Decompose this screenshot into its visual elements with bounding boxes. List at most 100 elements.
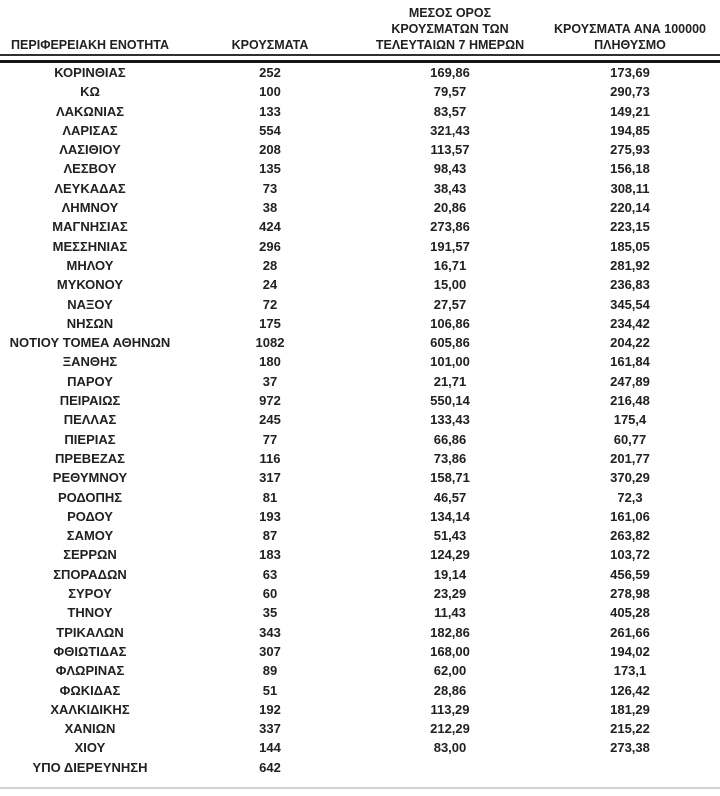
region-cell: ΣΕΡΡΩΝ bbox=[63, 547, 117, 563]
avg7day-cell: 11,43 bbox=[434, 605, 466, 621]
avg7day-cell: 191,57 bbox=[430, 238, 470, 254]
per100k-cell: 194,02 bbox=[610, 643, 650, 659]
avg7day-cell: 273,86 bbox=[430, 219, 470, 235]
region-cell: ΝΟΤΙΟΥ ΤΟΜΕΑ ΑΘΗΝΩΝ bbox=[9, 335, 171, 351]
avg7day-cell: 169,86 bbox=[430, 65, 470, 80]
avg7day-cell: 51,43 bbox=[433, 528, 467, 544]
per100k-cell: 175,4 bbox=[613, 412, 647, 428]
avg7day-cell: 182,86 bbox=[430, 624, 470, 640]
avg7day-cell: 321,43 bbox=[430, 122, 470, 138]
table-row: ΛΑΚΩΝΙΑΣ 133 83,57 149,21 bbox=[0, 102, 720, 121]
region-cell: ΤΡΙΚΑΛΩΝ bbox=[56, 624, 124, 640]
per100k-cell: 273,38 bbox=[610, 740, 650, 756]
cases-cell: 192 bbox=[259, 701, 281, 717]
table-header-row: ΠΕΡΙΦΕΡΕΙΑΚΗ ΕΝΟΤΗΤΑ ΚΡΟΥΣΜΑΤΑ ΜΕΣΟΣ ΟΡΟΣ Κ… bbox=[0, 0, 720, 56]
per100k-cell: 126,42 bbox=[610, 682, 650, 698]
column-header-line: ΚΡΟΥΣΜΑΤΑ bbox=[231, 38, 309, 52]
table-row: ΜΑΓΝΗΣΙΑΣ 424 273,86 223,15 bbox=[0, 217, 720, 236]
table-row: ΣΠΟΡΑΔΩΝ 63 19,14 456,59 bbox=[0, 565, 720, 584]
table-row: ΚΩ 100 79,57 290,73 bbox=[0, 82, 720, 101]
per100k-cell: 405,28 bbox=[610, 605, 650, 621]
per100k-cell: 60,77 bbox=[613, 431, 647, 447]
region-cell: ΡΟΔΟΥ bbox=[67, 508, 113, 524]
column-header-line: ΠΕΡΙΦΕΡΕΙΑΚΗ ΕΝΟΤΗΤΑ bbox=[11, 38, 169, 52]
table-row: ΛΑΣΙΘΙΟΥ 208 113,57 275,93 bbox=[0, 140, 720, 159]
avg7day-cell: 134,14 bbox=[430, 508, 470, 524]
cases-cell: 73 bbox=[262, 180, 278, 196]
avg7day-cell: 66,86 bbox=[433, 431, 467, 447]
avg7day-cell: 15,00 bbox=[433, 277, 467, 293]
cases-cell: 175 bbox=[259, 315, 281, 331]
per100k-cell: 103,72 bbox=[610, 547, 650, 563]
table-row: ΛΕΥΚΑΔΑΣ 73 38,43 308,11 bbox=[0, 179, 720, 198]
column-header-line: ΠΛΗΘΥΣΜΟ bbox=[594, 38, 666, 52]
table-row: ΞΑΝΘΗΣ 180 101,00 161,84 bbox=[0, 352, 720, 371]
column-header-line: ΤΕΛΕΥΤΑΙΩΝ 7 ΗΜΕΡΩΝ bbox=[375, 38, 525, 52]
table-row: ΝΑΞΟΥ 72 27,57 345,54 bbox=[0, 295, 720, 314]
region-cell: ΝΑΞΟΥ bbox=[67, 296, 113, 312]
table-row: ΠΙΕΡΙΑΣ 77 66,86 60,77 bbox=[0, 430, 720, 449]
avg7day-cell: 20,86 bbox=[433, 200, 467, 216]
avg7day-cell: 38,43 bbox=[433, 180, 467, 196]
cases-cell: 245 bbox=[259, 412, 281, 428]
per100k-cell: 72,3 bbox=[617, 489, 643, 505]
region-cell: ΛΕΥΚΑΔΑΣ bbox=[54, 180, 126, 196]
cases-cell: 337 bbox=[259, 721, 281, 737]
region-cell: ΣΠΟΡΑΔΩΝ bbox=[53, 566, 127, 582]
per100k-cell: 290,73 bbox=[610, 84, 650, 100]
per100k-cell: 275,93 bbox=[610, 142, 650, 158]
per100k-cell: 181,29 bbox=[610, 701, 650, 717]
column-header-line: ΜΕΣΟΣ ΟΡΟΣ bbox=[408, 6, 492, 20]
per100k-cell: 370,29 bbox=[610, 470, 650, 486]
cases-cell: 116 bbox=[259, 450, 281, 466]
cases-cell: 252 bbox=[259, 65, 281, 80]
cases-cell: 343 bbox=[259, 624, 281, 640]
cases-cell: 100 bbox=[259, 84, 281, 100]
per100k-cell: 261,66 bbox=[610, 624, 650, 640]
region-cell: ΦΩΚΙΔΑΣ bbox=[59, 682, 121, 698]
cases-cell: 180 bbox=[259, 354, 281, 370]
table-row: ΣΕΡΡΩΝ 183 124,29 103,72 bbox=[0, 545, 720, 564]
cases-cell: 972 bbox=[259, 393, 281, 409]
per100k-cell: 204,22 bbox=[610, 335, 650, 351]
table-row: ΠΡΕΒΕΖΑΣ 116 73,86 201,77 bbox=[0, 449, 720, 468]
avg7day-cell bbox=[360, 758, 540, 777]
cases-cell: 38 bbox=[262, 200, 278, 216]
cases-cell: 35 bbox=[262, 605, 278, 621]
region-cell: ΛΑΚΩΝΙΑΣ bbox=[55, 103, 125, 119]
region-cell: ΠΡΕΒΕΖΑΣ bbox=[55, 450, 125, 466]
region-cell: ΠΕΛΛΑΣ bbox=[63, 412, 117, 428]
table-row: ΧΙΟΥ 144 83,00 273,38 bbox=[0, 738, 720, 757]
avg7day-cell: 106,86 bbox=[430, 315, 470, 331]
avg7day-cell: 113,57 bbox=[430, 142, 470, 158]
per100k-cell: 215,22 bbox=[610, 721, 650, 737]
column-header-line: ΚΡΟΥΣΜΑΤΩΝ ΤΩΝ bbox=[391, 22, 509, 36]
table-row: ΡΟΔΟΥ 193 134,14 161,06 bbox=[0, 507, 720, 526]
per100k-cell: 173,69 bbox=[610, 65, 650, 80]
table-row: ΝΟΤΙΟΥ ΤΟΜΕΑ ΑΘΗΝΩΝ 1082 605,86 204,22 bbox=[0, 333, 720, 352]
avg7day-cell: 550,14 bbox=[430, 393, 470, 409]
avg7day-cell: 83,00 bbox=[433, 740, 467, 756]
cases-cell: 37 bbox=[262, 373, 278, 389]
cases-cell: 72 bbox=[262, 296, 278, 312]
avg7day-cell: 83,57 bbox=[433, 103, 467, 119]
table-row: ΠΕΛΛΑΣ 245 133,43 175,4 bbox=[0, 410, 720, 429]
region-cell: ΚΟΡΙΝΘΙΑΣ bbox=[54, 65, 126, 80]
column-header-per100k: ΚΡΟΥΣΜΑΤΑ ΑΝΑ 100000 ΠΛΗΘΥΣΜΟ bbox=[540, 21, 720, 54]
cases-cell: 1082 bbox=[255, 335, 285, 351]
table-row: ΤΗΝΟΥ 35 11,43 405,28 bbox=[0, 603, 720, 622]
region-cell: ΛΗΜΝΟΥ bbox=[61, 200, 119, 216]
avg7day-cell: 16,71 bbox=[433, 257, 467, 273]
region-cell: ΧΙΟΥ bbox=[74, 740, 106, 756]
avg7day-cell: 168,00 bbox=[430, 643, 470, 659]
cases-cell: 89 bbox=[262, 663, 278, 679]
region-cell: ΦΛΩΡΙΝΑΣ bbox=[55, 663, 125, 679]
region-cell: ΛΕΣΒΟΥ bbox=[63, 161, 117, 177]
region-cell: ΡΕΘΥΜΝΟΥ bbox=[52, 470, 128, 486]
region-cell: ΚΩ bbox=[80, 84, 100, 100]
cases-cell: 296 bbox=[259, 238, 281, 254]
avg7day-cell: 212,29 bbox=[430, 721, 470, 737]
cases-cell: 193 bbox=[259, 508, 281, 524]
cases-cell: 81 bbox=[262, 489, 278, 505]
avg7day-cell: 27,57 bbox=[433, 296, 467, 312]
